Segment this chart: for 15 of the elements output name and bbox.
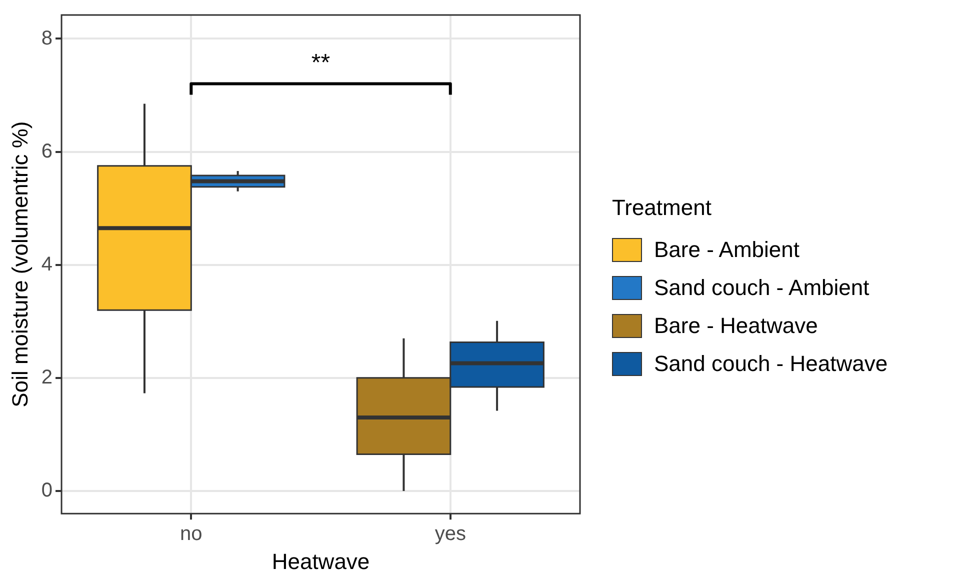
- x-axis-title: Heatwave: [272, 548, 370, 574]
- legend-label: Bare - Heatwave: [654, 313, 818, 339]
- y-tick-label: 4: [41, 253, 53, 276]
- x-tick-label: no: [180, 523, 202, 546]
- y-tick-label: 2: [41, 366, 53, 388]
- legend-title: Treatment: [612, 195, 712, 221]
- x-tick-label: yes: [434, 523, 466, 546]
- y-tick-label: 6: [41, 140, 53, 162]
- y-axis-title: Soil moisture (volumentric %): [7, 121, 32, 408]
- y-tick-label: 8: [41, 27, 53, 50]
- legend-label: Sand couch - Ambient: [654, 275, 870, 301]
- legend-label: Bare - Ambient: [654, 237, 800, 263]
- annotation: **: [311, 49, 330, 76]
- y-tick-label: 0: [41, 480, 53, 502]
- legend-label: Sand couch - Heatwave: [654, 351, 888, 377]
